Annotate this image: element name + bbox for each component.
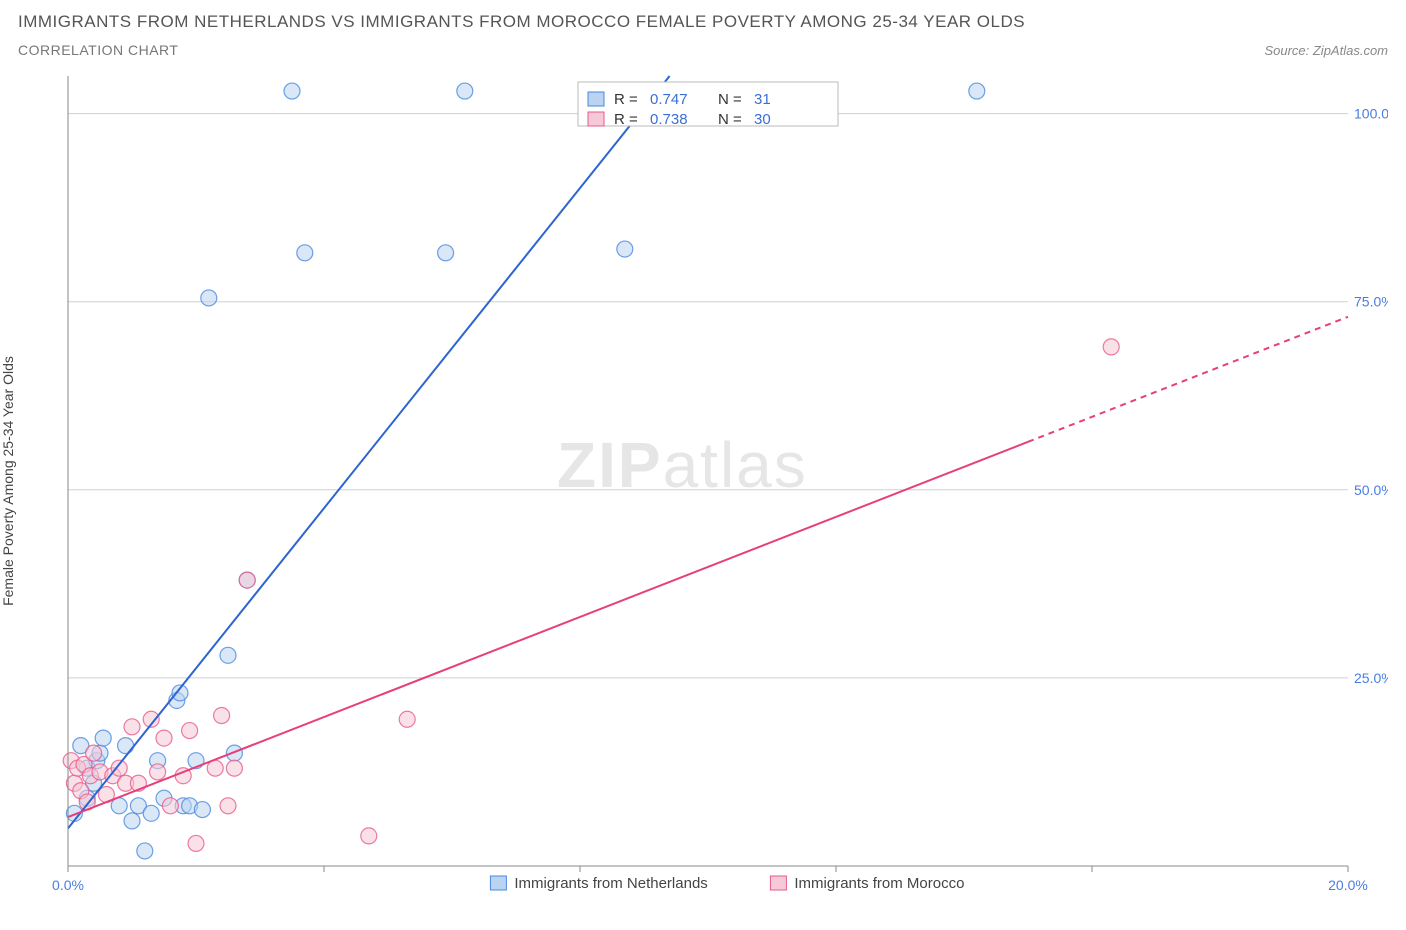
svg-text:0.738: 0.738 [650, 111, 688, 128]
svg-text:50.0%: 50.0% [1354, 482, 1388, 498]
svg-text:Immigrants from Netherlands: Immigrants from Netherlands [514, 875, 707, 892]
svg-text:R =: R = [614, 111, 638, 128]
svg-text:R =: R = [614, 91, 638, 108]
svg-text:75.0%: 75.0% [1354, 294, 1388, 310]
chart-title: IMMIGRANTS FROM NETHERLANDS VS IMMIGRANT… [18, 12, 1388, 32]
chart-container: Female Poverty Among 25-34 Year Olds ZIP… [18, 66, 1388, 896]
svg-text:25.0%: 25.0% [1354, 670, 1388, 686]
chart-subtitle: CORRELATION CHART [18, 42, 178, 58]
svg-text:20.0%: 20.0% [1328, 877, 1368, 893]
svg-text:100.0%: 100.0% [1354, 106, 1388, 122]
source-label: Source: ZipAtlas.com [1264, 43, 1388, 58]
svg-text:Immigrants from Morocco: Immigrants from Morocco [794, 875, 964, 892]
svg-text:0.0%: 0.0% [52, 877, 84, 893]
svg-text:N =: N = [718, 91, 742, 108]
scatter-chart: ZIPatlas25.0%50.0%75.0%100.0%0.0%20.0%R … [18, 66, 1388, 896]
svg-text:30: 30 [754, 111, 771, 128]
svg-text:0.747: 0.747 [650, 91, 688, 108]
svg-text:31: 31 [754, 91, 771, 108]
y-axis-label: Female Poverty Among 25-34 Year Olds [0, 356, 16, 606]
subtitle-row: CORRELATION CHART Source: ZipAtlas.com [18, 42, 1388, 58]
svg-text:N =: N = [718, 111, 742, 128]
